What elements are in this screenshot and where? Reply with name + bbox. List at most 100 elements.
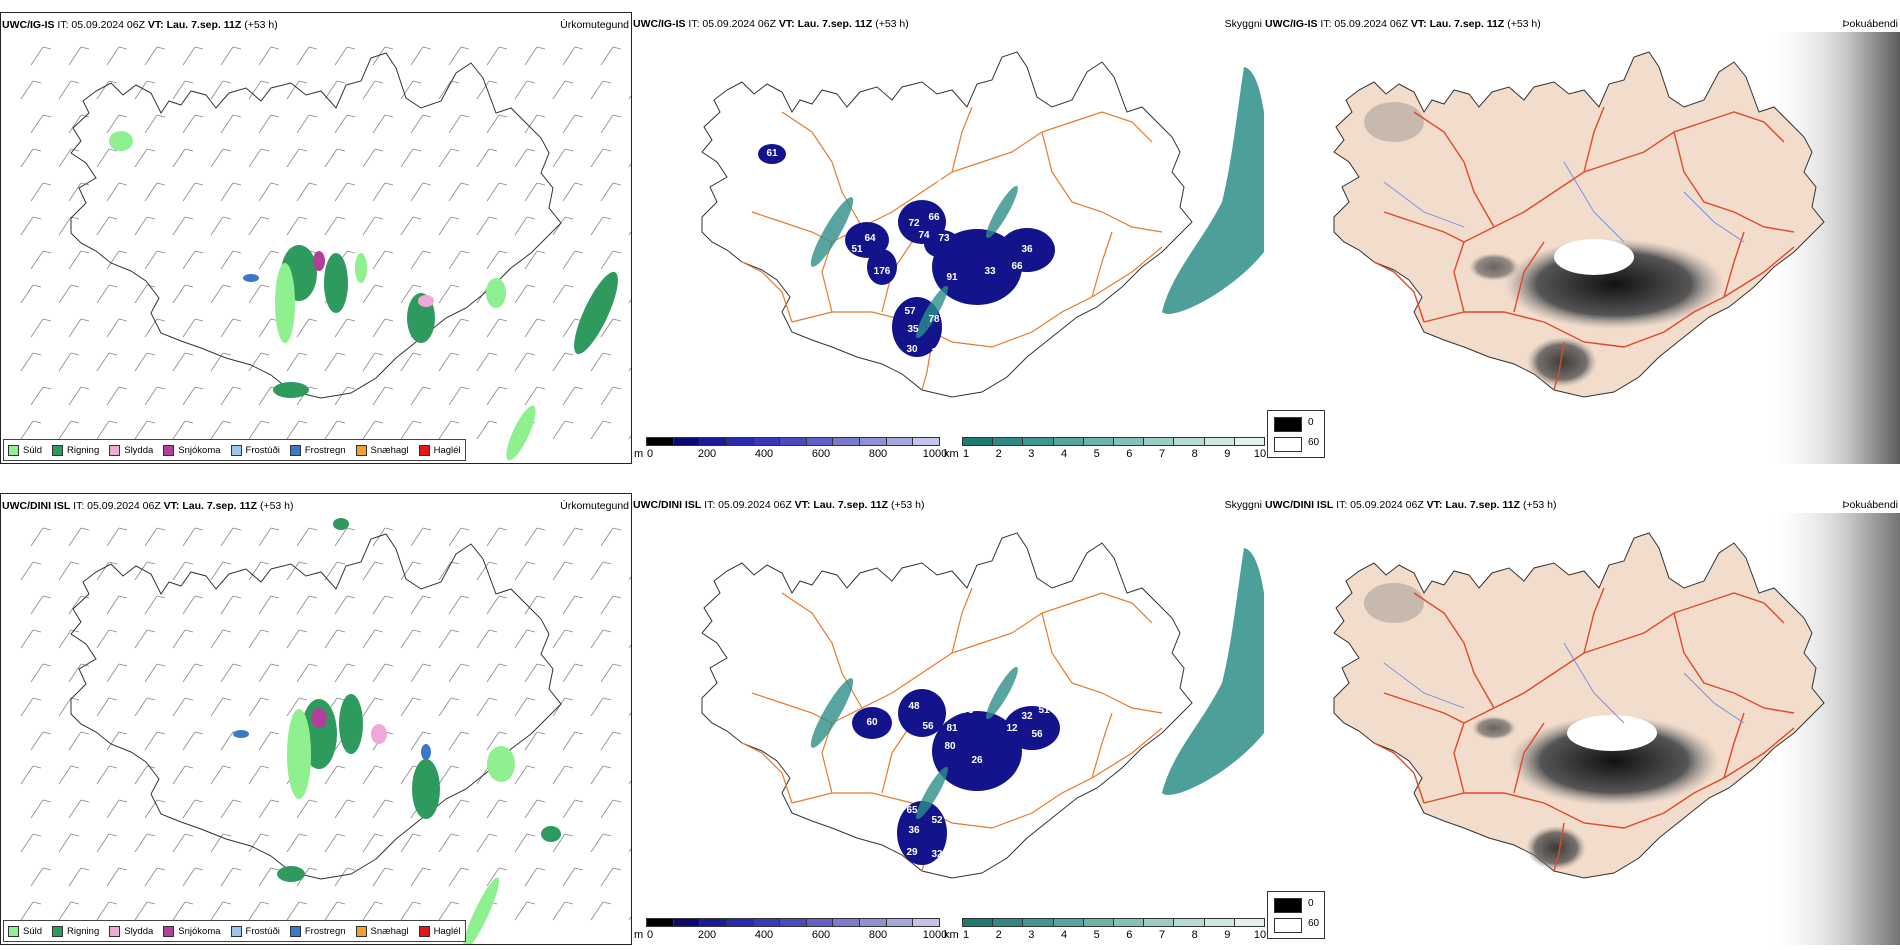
wind-barb (476, 216, 498, 236)
wind-barb (476, 561, 498, 581)
colorbar-tick: 7 (1158, 929, 1166, 941)
wind-barb (144, 250, 166, 270)
road-line (1553, 822, 1565, 872)
wind-barb (334, 799, 356, 819)
wind-barb (400, 352, 422, 372)
cloud-base-value: 176 (874, 266, 891, 277)
wind-barb (96, 352, 118, 372)
wind-barb (552, 561, 574, 581)
wind-barb (600, 867, 622, 887)
colorbar-segment (1143, 437, 1175, 446)
wind-barb (552, 352, 574, 372)
fog-area (1472, 716, 1516, 740)
wind-barb (210, 765, 232, 785)
wind-barb (286, 420, 308, 440)
wind-barb (590, 561, 612, 581)
wind-barb (248, 148, 270, 168)
fog-legend-value: 0 (1308, 417, 1314, 428)
wind-barb (600, 318, 622, 338)
wind-barb (106, 386, 128, 406)
river-line (1383, 181, 1465, 228)
colorbar-segment (725, 918, 754, 927)
colorbar-segment (962, 437, 994, 446)
fog-panel-top: UWC/IG-IS IT: 05.09.2024 06Z VT: Lau. 7.… (1264, 12, 1900, 464)
wind-barb (134, 765, 156, 785)
wind-barb (20, 420, 42, 440)
legend-swatch (418, 925, 430, 937)
wind-barb (524, 250, 546, 270)
fog-legend-value: 0 (1308, 898, 1314, 909)
wind-barb (172, 629, 194, 649)
wind-barb (372, 386, 394, 406)
wind-barb (182, 799, 204, 819)
wind-barbs (20, 527, 631, 921)
wind-barb (590, 697, 612, 717)
wind-barb (590, 352, 612, 372)
low-visibility-area (986, 185, 1018, 239)
wind-barb (96, 629, 118, 649)
wind-barb (286, 352, 308, 372)
wind-barb (220, 663, 242, 683)
wind-barb (562, 250, 584, 270)
wind-barb (410, 114, 432, 134)
lead-time: (+53 h) (241, 19, 278, 31)
wind-barb (210, 561, 232, 581)
cloud-base-value: 29 (906, 847, 918, 858)
wind-barb (600, 527, 622, 547)
legend-swatch (230, 925, 242, 937)
panel-title: UWC/IG-IS IT: 05.09.2024 06Z VT: Lau. 7.… (2, 19, 278, 31)
cloud-base-areas (810, 666, 1060, 865)
low-visibility-area (810, 197, 854, 267)
cloud-base-value: 48 (908, 701, 920, 712)
legend-label: Slydda (124, 925, 154, 937)
wind-barb (400, 216, 422, 236)
wind-barb (400, 697, 422, 717)
wind-barb (30, 250, 52, 270)
legend-swatch (8, 925, 19, 937)
wind-barb (600, 595, 622, 615)
wind-barb (400, 420, 422, 440)
low-visibility-area (986, 666, 1018, 720)
wind-barb (486, 663, 508, 683)
legend-item: Frostregn (289, 925, 346, 937)
road-line (791, 727, 1163, 829)
wind-barb (182, 595, 204, 615)
cloud-base-area (1004, 706, 1060, 750)
wind-barb (68, 867, 90, 887)
wind-barb (220, 182, 242, 202)
legend-swatch (52, 444, 64, 456)
drizzle-area (486, 278, 506, 308)
wind-barb (524, 527, 546, 547)
colorbar-segment (1022, 437, 1054, 446)
glacier-area (1567, 715, 1657, 751)
wind-barb (30, 182, 52, 202)
colorbar-segment (1052, 918, 1084, 927)
wind-barb (30, 799, 52, 819)
precip-map-bottom (20, 518, 631, 944)
wind-barb (68, 731, 90, 751)
wind-barb (514, 561, 536, 581)
wind-barb (248, 284, 270, 304)
precip-legend: Súld Rigning Slydda Snjókoma Frostúði Frostre… (3, 920, 466, 942)
wind-barbs (20, 46, 631, 440)
cloud-base-value: 51 (851, 244, 863, 255)
wind-barb (600, 114, 622, 134)
wind-barb (514, 697, 536, 717)
wind-barb (258, 318, 280, 338)
wind-barb (372, 318, 394, 338)
lead-time: (+53 h) (1504, 18, 1541, 30)
wind-barb (514, 352, 536, 372)
wind-barb (324, 148, 346, 168)
legend-item: Frostúði (230, 444, 280, 456)
road-line (1583, 587, 1605, 654)
precip-areas (233, 518, 561, 944)
wind-barb (334, 867, 356, 887)
road-line (1383, 211, 1465, 243)
wind-barb (552, 420, 574, 440)
wind-barb (182, 114, 204, 134)
wind-barb (486, 527, 508, 547)
wind-barb (220, 250, 242, 270)
fog-map-bottom (1333, 513, 1900, 945)
colorbar-segment (885, 918, 914, 927)
legend-item: Frostregn (289, 444, 346, 456)
